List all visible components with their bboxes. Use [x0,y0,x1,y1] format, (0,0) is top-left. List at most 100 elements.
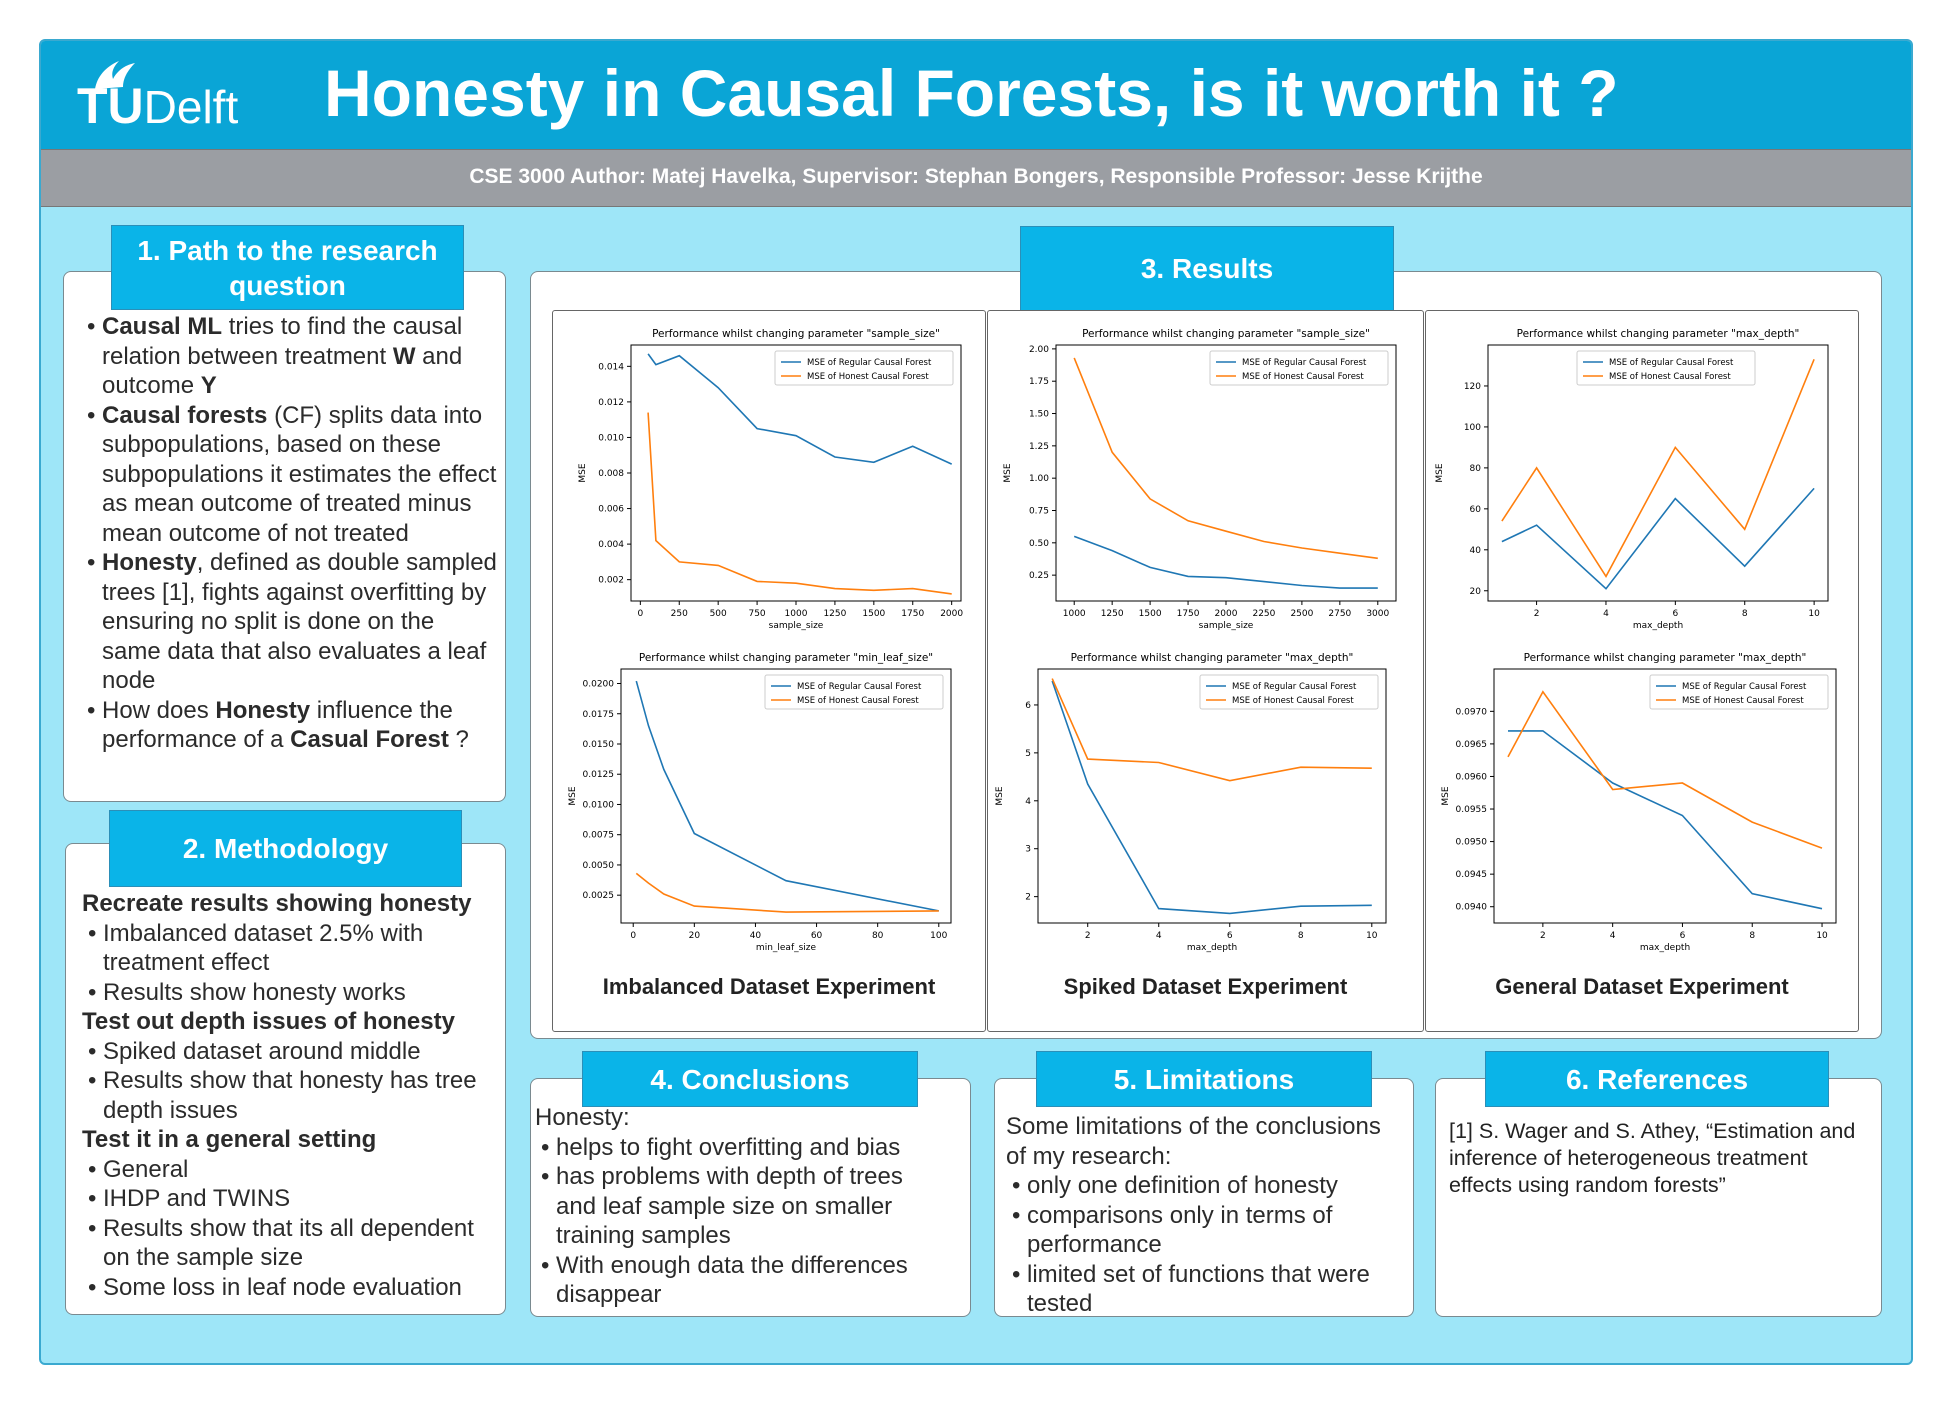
chart-imbalanced-sample-size: Performance whilst changing parameter "s… [578,328,963,631]
legend-label: MSE of Regular Causal Forest [1242,358,1367,368]
x-tick-label: 1250 [1101,609,1124,619]
methodology-item: General [86,1155,502,1185]
x-tick-label: 3000 [1366,609,1389,619]
y-tick-label: 1.75 [1029,377,1049,387]
tu-delft-logo: TUDelft [77,55,277,143]
y-tick-label: 6 [1025,701,1031,711]
x-tick-label: 2 [1534,609,1540,619]
x-axis-label: sample_size [1199,621,1254,631]
references-heading: 6. References [1485,1051,1829,1107]
legend-label: MSE of Honest Causal Forest [1242,372,1364,382]
y-tick-label: 0.010 [598,433,624,443]
series-line [647,353,953,465]
conclusions-body: Honesty: helps to fight overfitting and … [535,1103,945,1310]
x-tick-label: 80 [872,931,884,941]
y-tick-label: 0.0075 [583,831,615,841]
y-tick-label: 0.75 [1029,506,1049,516]
methodology-item: Results show honesty works [86,978,502,1008]
series-line [1501,487,1815,590]
x-tick-label: 20 [689,931,701,941]
x-tick-label: 0 [637,609,643,619]
legend-label: MSE of Honest Causal Forest [1609,372,1731,382]
limitations-intro: Some limitations of the conclusions of m… [1006,1113,1381,1170]
logo-delft: Delft [143,81,239,133]
legend-box [1576,350,1756,386]
plot-area [1493,668,1837,924]
y-axis-label: MSE [1441,786,1451,805]
y-tick-label: 20 [1470,587,1482,597]
limitation-item: comparisons only in terms of performance [1010,1201,1406,1260]
y-tick-label: 120 [1464,382,1481,392]
x-tick-label: 8 [1742,609,1748,619]
x-tick-label: 2000 [940,609,963,619]
chart-spiked-sample-size: Performance whilst changing parameter "s… [1003,328,1397,631]
path-bullet-3: Honesty, defined as double sampled trees… [85,548,497,696]
series-line [1073,535,1378,589]
legend-box [1649,674,1829,710]
references-panel [1435,1078,1882,1317]
plot-area [630,344,962,602]
legend-label: MSE of Honest Causal Forest [1682,696,1804,706]
author-bar: CSE 3000 Author: Matej Havelka, Supervis… [41,149,1911,207]
legend-box [764,674,944,710]
y-tick-label: 1.00 [1029,474,1049,484]
path-body: Causal ML tries to find the causal relat… [85,312,497,755]
y-tick-label: 40 [1470,546,1482,556]
x-tick-label: 10 [1808,609,1820,619]
general-experiment-panel: Performance whilst changing parameter "m… [1425,310,1859,1032]
x-tick-label: 10 [1366,931,1378,941]
y-axis-label: MSE [568,786,578,805]
y-tick-label: 0.0200 [583,680,615,690]
chart-title: Performance whilst changing parameter "s… [1082,328,1370,340]
logo-tu: TU [77,78,144,134]
plot-area [1037,668,1387,924]
x-tick-label: 4 [1156,931,1162,941]
path-bullet-2: Causal forests (CF) splits data into sub… [85,401,497,549]
limitations-body: Some limitations of the conclusions of m… [1006,1112,1406,1319]
y-tick-label: 0.0125 [583,770,615,780]
series-line [635,680,939,912]
conclusion-item: has problems with depth of trees and lea… [539,1162,945,1251]
legend-label: MSE of Regular Causal Forest [1609,358,1734,368]
imbalanced-experiment-panel: Performance whilst changing parameter "s… [552,310,986,1032]
poster-title: Honesty in Causal Forests, is it worth i… [324,56,1619,130]
y-tick-label: 0.0960 [1456,772,1488,782]
path-bullet-1: Causal ML tries to find the causal relat… [85,312,497,401]
y-tick-label: 0.0175 [583,710,615,720]
imbalanced-experiment-label: Imbalanced Dataset Experiment [602,974,936,999]
x-tick-label: 1250 [823,609,846,619]
series-line [1051,680,1372,915]
y-tick-label: 100 [1464,423,1481,433]
flame-icon [95,61,135,89]
general-experiment-label: General Dataset Experiment [1495,974,1789,999]
x-tick-label: 500 [710,609,727,619]
legend-label: MSE of Regular Causal Forest [807,358,932,368]
legend-label: MSE of Honest Causal Forest [797,696,919,706]
spiked-experiment-label: Spiked Dataset Experiment [1063,974,1348,999]
x-tick-label: 750 [748,609,765,619]
y-tick-label: 0.0150 [583,740,615,750]
x-tick-label: 2 [1085,931,1091,941]
legend-box [1199,674,1379,710]
x-tick-label: 250 [671,609,688,619]
x-tick-label: 2250 [1252,609,1275,619]
plot-area [1487,344,1829,602]
x-tick-label: 1000 [785,609,808,619]
y-tick-label: 60 [1470,505,1482,515]
y-tick-label: 0.004 [598,540,624,550]
methodology-item: Results show that its all dependent on t… [86,1214,502,1273]
legend-label: MSE of Regular Causal Forest [1682,682,1807,692]
chart-title: Performance whilst changing parameter "m… [1524,652,1807,664]
y-tick-label: 0.006 [598,505,624,515]
x-tick-label: 4 [1610,931,1616,941]
series-line [635,872,939,913]
methodology-heading: 2. Methodology [109,810,462,887]
chart-imbalanced-min-leaf-size: Performance whilst changing parameter "m… [568,652,952,953]
path-heading: 1. Path to the research question [111,225,464,310]
legend-label: MSE of Honest Causal Forest [807,372,929,382]
methodology-item: Imbalanced dataset 2.5% with treatment e… [86,919,502,978]
reference-1: [1] S. Wager and S. Athey, “Estimation a… [1449,1119,1856,1197]
methodology-group-3-head: Test it in a general setting [82,1126,377,1153]
y-tick-label: 0.0955 [1456,805,1488,815]
spiked-experiment-panel: Performance whilst changing parameter "s… [987,310,1424,1032]
